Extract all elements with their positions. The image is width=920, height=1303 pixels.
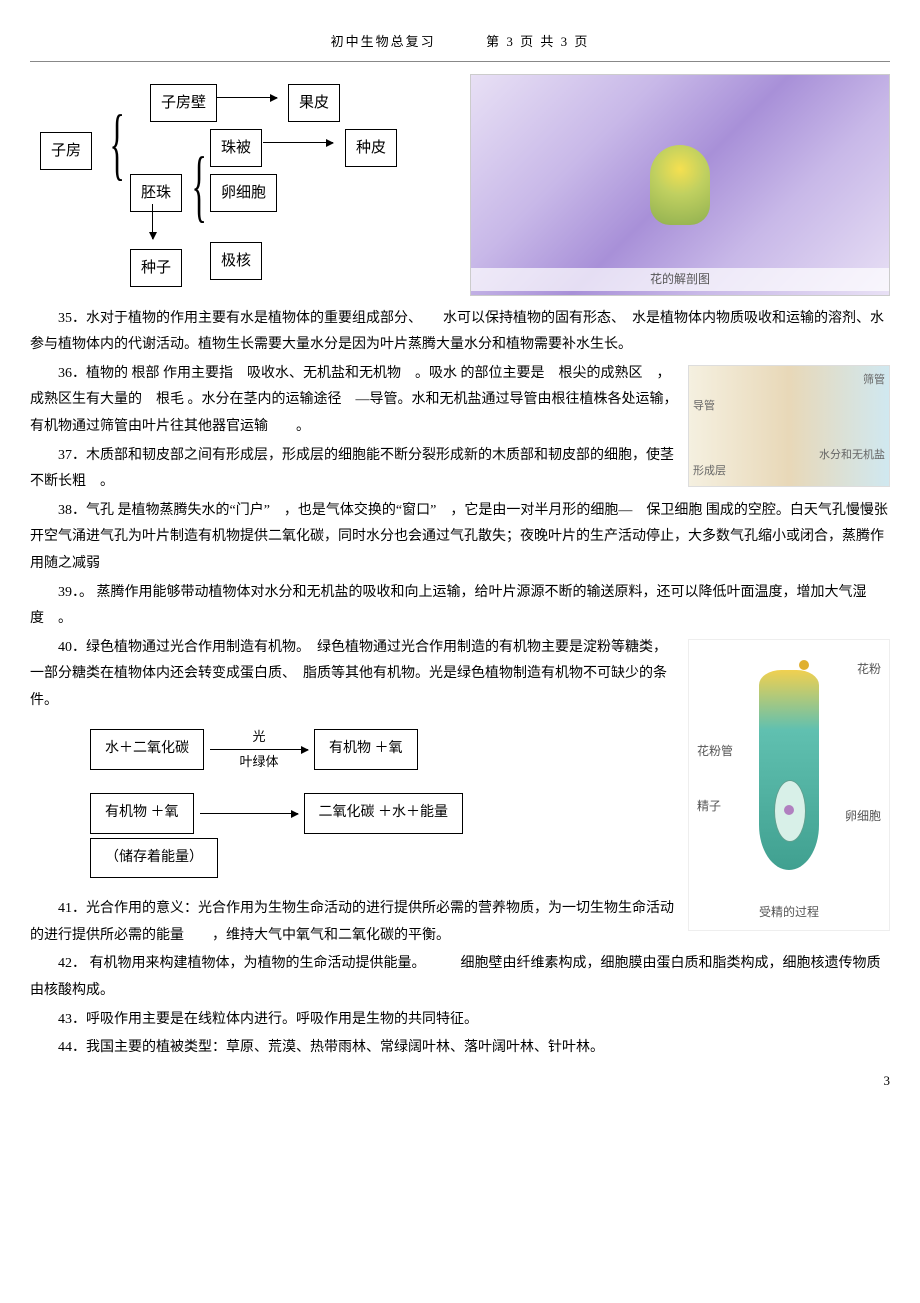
page-number: 3: [884, 1069, 891, 1094]
node-luanxibao: 卵细胞: [210, 174, 277, 213]
eq-top: 光: [204, 725, 314, 750]
fert-dot: [799, 660, 809, 670]
node-zhongzi: 种子: [130, 249, 182, 288]
flower-illustration: 花的解剖图: [470, 74, 890, 296]
arrow-icon: [210, 749, 308, 750]
stem-label: 筛管: [863, 370, 885, 391]
header-page: 第 3 页 共 3 页: [486, 34, 589, 49]
ovary-diagram: 子房 { 子房壁 果皮 珠被 种皮 胚珠 { 卵细胞 极核 种子: [30, 74, 450, 284]
node-peizhu: 胚珠: [130, 174, 182, 213]
eq-right: 二氧化碳 ＋水＋能量: [304, 793, 464, 834]
para-35: 35．水对于植物的作用主要有水是植物体的重要组成部分、 水可以保持植物的固有形态…: [30, 306, 890, 359]
stem-label: 导管: [693, 396, 715, 417]
para-44: 44．我国主要的植被类型：草原、荒漠、热带雨林、常绿阔叶林、落叶阔叶林、针叶林。: [30, 1035, 890, 1062]
flower-caption: 花的解剖图: [471, 268, 889, 291]
node-zifangbi: 子房壁: [150, 84, 217, 123]
fert-label: 卵细胞: [845, 805, 881, 828]
stem-label: 水分和无机盐: [819, 445, 885, 466]
page: 初中生物总复习 第 3 页 共 3 页 子房 { 子房壁 果皮 珠被 种皮 胚珠…: [0, 0, 920, 1104]
eq-bottom: 叶绿体: [204, 750, 314, 775]
eq-left: 有机物 ＋氧: [90, 793, 194, 834]
header-title: 初中生物总复习: [331, 34, 436, 49]
node-zifang: 子房: [40, 132, 92, 171]
arrow-icon: [200, 813, 298, 814]
fert-dot: [784, 805, 794, 815]
respiration-equation: 有机物 ＋氧 二氧化碳 ＋水＋能量: [90, 793, 678, 834]
fertilization-illustration: 花粉 花粉管 精子 卵细胞 受精的过程: [688, 639, 890, 931]
fert-label: 花粉管: [697, 740, 733, 763]
para-43: 43．呼吸作用主要是在线粒体内进行。呼吸作用是生物的共同特征。: [30, 1007, 890, 1034]
arrow-icon: [263, 142, 333, 143]
page-header: 初中生物总复习 第 3 页 共 3 页: [30, 30, 890, 62]
eq-right: 有机物 ＋氧: [314, 729, 418, 770]
node-zhongpi: 种皮: [345, 129, 397, 168]
fert-label: 精子: [697, 795, 721, 818]
photosynthesis-equation: 水＋二氧化碳 光 叶绿体 有机物 ＋氧: [90, 725, 678, 775]
para-39: 39．。 蒸腾作用能够带动植物体对水分和无机盐的吸收和向上运输，给叶片源源不断的…: [30, 580, 890, 633]
node-jihe: 极核: [210, 242, 262, 281]
respiration-note-row: （储存着能量）: [90, 838, 678, 879]
arrow-icon: [217, 97, 277, 98]
top-row: 子房 { 子房壁 果皮 珠被 种皮 胚珠 { 卵细胞 极核 种子 花的解剖图: [30, 74, 890, 296]
eq-note: （储存着能量）: [90, 838, 218, 879]
brace-icon: {: [192, 146, 207, 226]
stem-label: 形成层: [693, 461, 726, 482]
node-zhubei: 珠被: [210, 129, 262, 168]
stem-illustration: 筛管 导管 形成层 水分和无机盐: [688, 365, 890, 487]
brace-icon: {: [110, 104, 125, 184]
eq-arrow: [194, 811, 304, 816]
arrow-icon: [152, 204, 153, 239]
para-42: 42． 有机物用来构建植物体，为植物的生命活动提供能量。 细胞壁由纤维素构成，细…: [30, 951, 890, 1004]
eq-arrow: 光 叶绿体: [204, 725, 314, 775]
fert-label: 花粉: [857, 658, 881, 681]
fert-caption: 受精的过程: [689, 901, 889, 924]
eq-left: 水＋二氧化碳: [90, 729, 204, 770]
node-guopi: 果皮: [288, 84, 340, 123]
para-38: 38．气孔 是植物蒸腾失水的“门户” ，也是气体交换的“窗口” ，它是由一对半月…: [30, 498, 890, 578]
